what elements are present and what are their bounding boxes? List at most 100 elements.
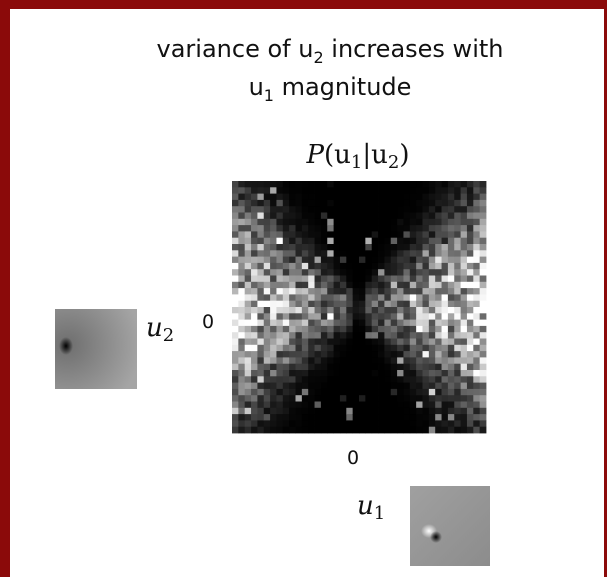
heat-cell (327, 187, 334, 194)
heat-cell (257, 420, 264, 427)
heat-cell (429, 370, 436, 377)
heat-cell (232, 408, 239, 415)
heat-cell (340, 357, 347, 364)
heat-cell (473, 357, 480, 364)
heat-cell (321, 238, 328, 245)
heat-cell (429, 351, 436, 358)
heat-cell (454, 364, 461, 371)
heat-cell (416, 269, 423, 276)
heat-cell (346, 420, 353, 427)
heat-cell (251, 320, 258, 327)
heat-cell (251, 219, 258, 226)
slide: variance of u2 increases with u1 magnitu… (0, 0, 607, 577)
heat-cell (315, 345, 322, 352)
heat-cell (391, 187, 398, 194)
heat-cell (365, 351, 372, 358)
heat-cell (448, 313, 455, 320)
heat-cell (245, 194, 252, 201)
heat-cell (391, 288, 398, 295)
heat-cell (423, 187, 430, 194)
heat-cell (429, 414, 436, 421)
heat-cell (257, 231, 264, 238)
heat-cell (289, 339, 296, 346)
heat-cell (232, 250, 239, 257)
heat-cell (302, 181, 309, 188)
heat-cell (321, 213, 328, 220)
heat-cell (327, 376, 334, 383)
heat-cell (334, 376, 341, 383)
heat-cell (296, 307, 303, 314)
heat-cell (461, 351, 468, 358)
heat-cell (308, 408, 315, 415)
heat-cell (480, 357, 487, 364)
heat-cell (384, 282, 391, 289)
heat-cell (391, 357, 398, 364)
heat-cell (238, 294, 245, 301)
heat-cell (442, 345, 449, 352)
heat-cell (264, 225, 271, 232)
heat-cell (410, 339, 417, 346)
heat-cell (238, 225, 245, 232)
heat-cell (321, 351, 328, 358)
heat-cell (480, 219, 487, 226)
heat-cell (480, 420, 487, 427)
heat-cell (467, 213, 474, 220)
heat-cell (423, 307, 430, 314)
heat-cell (251, 376, 258, 383)
heat-cell (238, 194, 245, 201)
heat-cell (232, 276, 239, 283)
heat-cell (334, 206, 341, 213)
heat-cell (270, 194, 277, 201)
heat-cell (403, 181, 410, 188)
heat-cell (391, 301, 398, 308)
heat-cell (321, 294, 328, 301)
heat-cell (245, 389, 252, 396)
heat-cell (403, 357, 410, 364)
heat-cell (410, 213, 417, 220)
heat-cell (461, 200, 468, 207)
heat-cell (340, 276, 347, 283)
heat-cell (397, 420, 404, 427)
heat-cell (467, 200, 474, 207)
heat-cell (257, 288, 264, 295)
heat-cell (232, 200, 239, 207)
heat-cell (448, 370, 455, 377)
heat-cell (264, 351, 271, 358)
heat-cell (308, 351, 315, 358)
heat-cell (308, 181, 315, 188)
heat-cell (467, 414, 474, 421)
heat-cell (403, 269, 410, 276)
heat-cell (245, 244, 252, 251)
heat-cell (276, 427, 283, 434)
heat-cell (308, 339, 315, 346)
heat-cell (245, 357, 252, 364)
heat-cell (251, 244, 258, 251)
heat-cell (410, 408, 417, 415)
heat-cell (308, 395, 315, 402)
heat-cell (283, 181, 290, 188)
heat-cell (442, 301, 449, 308)
heat-cell (372, 231, 379, 238)
heat-cell (473, 276, 480, 283)
heat-cell (238, 339, 245, 346)
heat-cell (359, 414, 366, 421)
heat-cell (423, 194, 430, 201)
heat-cell (473, 250, 480, 257)
heat-cell (251, 213, 258, 220)
heat-cell (315, 307, 322, 314)
heat-cell (467, 326, 474, 333)
heat-cell (296, 427, 303, 434)
heat-cell (302, 294, 309, 301)
heat-cell (283, 427, 290, 434)
heat-cell (251, 357, 258, 364)
heat-cell (321, 326, 328, 333)
heat-cell (276, 370, 283, 377)
heat-cell (238, 408, 245, 415)
heat-cell (423, 213, 430, 220)
heat-cell (365, 370, 372, 377)
heat-cell (327, 320, 334, 327)
heat-cell (461, 250, 468, 257)
heat-cell (359, 231, 366, 238)
heat-cell (346, 200, 353, 207)
heat-cell (340, 313, 347, 320)
